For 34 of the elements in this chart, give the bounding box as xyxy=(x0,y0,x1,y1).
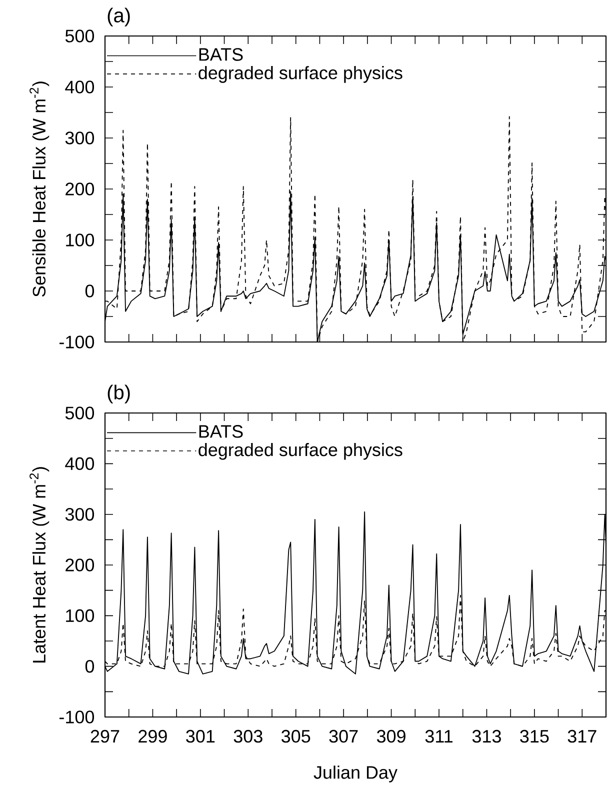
y-tick-label: 300 xyxy=(65,508,94,521)
x-tick-label: 297 xyxy=(90,730,120,743)
y-tick-label: 400 xyxy=(65,80,94,94)
legend-label: degraded surface physics xyxy=(198,442,402,460)
x-tick-label: 307 xyxy=(329,730,358,743)
y-axis-title: Latent Heat Flux (W m$^{-2}$) xyxy=(30,467,50,662)
chart-title: (a) xyxy=(108,8,130,26)
y-tick-label: 0 xyxy=(85,284,94,298)
y-axis-title: Sensible Heat Flux (W m$^{-2}$) xyxy=(30,82,50,297)
x-tick-label: 305 xyxy=(282,730,310,743)
y-tick-label: -100 xyxy=(60,336,94,348)
x-tick-label: 303 xyxy=(234,730,262,743)
y-tick-label: 200 xyxy=(66,182,94,196)
x-tick-label: 301 xyxy=(186,730,215,743)
x-axis-title: Julian Day xyxy=(314,766,398,782)
chart-title: (b) xyxy=(108,384,130,404)
x-tick-label: 313 xyxy=(472,730,501,743)
legend-label: degraded surface physics xyxy=(198,66,402,83)
x-tick-label: 299 xyxy=(138,730,167,743)
x-tick-label: 315 xyxy=(520,730,549,743)
legend-label: BATS xyxy=(199,48,243,61)
y-tick-label: 100 xyxy=(66,234,94,246)
x-tick-label: 317 xyxy=(568,730,596,743)
x-tick-label: 309 xyxy=(376,730,406,743)
legend-label: BATS xyxy=(199,425,243,438)
y-tick-label: 200 xyxy=(66,558,94,572)
y-tick-label: 500 xyxy=(65,30,94,42)
y-tick-label: 300 xyxy=(65,132,94,144)
y-tick-label: 100 xyxy=(66,609,94,622)
y-tick-label: 400 xyxy=(65,457,94,470)
y-tick-label: -100 xyxy=(60,710,94,724)
y-tick-label: 0 xyxy=(85,660,94,673)
x-tick-label: 311 xyxy=(425,730,452,743)
y-tick-label: 500 xyxy=(65,406,94,420)
